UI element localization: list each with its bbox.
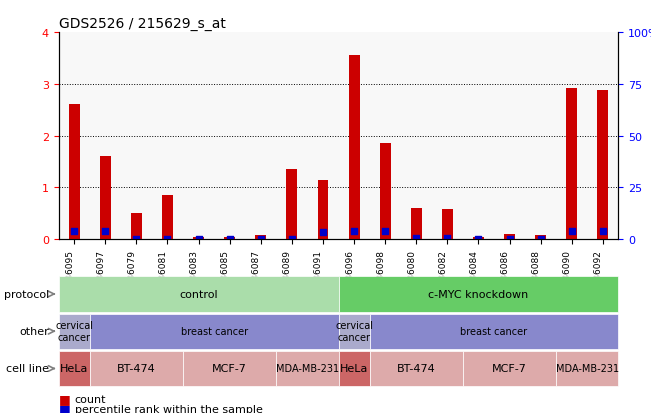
Bar — [245, 33, 276, 240]
Text: MCF-7: MCF-7 — [492, 363, 527, 374]
Text: other: other — [19, 326, 49, 337]
Text: count: count — [75, 394, 106, 404]
Bar — [598, 91, 608, 240]
Bar — [432, 33, 463, 240]
Text: BT-474: BT-474 — [397, 363, 436, 374]
Point — [442, 235, 452, 242]
Bar — [535, 235, 546, 240]
Text: cervical
cancer: cervical cancer — [335, 320, 373, 342]
Bar — [90, 33, 121, 240]
Bar — [401, 33, 432, 240]
Bar — [556, 33, 587, 240]
Point — [411, 235, 421, 242]
Bar — [183, 33, 214, 240]
Bar — [318, 180, 328, 240]
Bar — [349, 56, 359, 240]
Bar — [307, 33, 339, 240]
Text: breast cancer: breast cancer — [180, 326, 247, 337]
Bar — [255, 235, 266, 240]
Bar — [587, 33, 618, 240]
Point — [256, 236, 266, 243]
Bar — [339, 33, 370, 240]
Bar — [463, 33, 494, 240]
Point — [286, 236, 297, 243]
Point — [225, 236, 235, 243]
Text: control: control — [179, 289, 218, 299]
Bar — [121, 33, 152, 240]
Bar — [131, 214, 142, 240]
Point — [318, 229, 328, 236]
Text: percentile rank within the sample: percentile rank within the sample — [75, 404, 263, 413]
Point — [69, 228, 79, 235]
Text: GDS2526 / 215629_s_at: GDS2526 / 215629_s_at — [59, 17, 225, 31]
Text: cell line: cell line — [6, 363, 49, 374]
Bar — [162, 196, 173, 240]
Point — [193, 236, 204, 243]
Point — [162, 236, 173, 243]
Text: protocol: protocol — [3, 289, 49, 299]
Text: HeLa: HeLa — [340, 363, 368, 374]
Text: MCF-7: MCF-7 — [212, 363, 247, 374]
Point — [505, 236, 515, 243]
Bar — [473, 237, 484, 240]
Bar — [286, 170, 298, 240]
Bar — [370, 33, 401, 240]
Bar — [494, 33, 525, 240]
Point — [349, 228, 359, 235]
Bar — [193, 237, 204, 240]
Point — [566, 228, 577, 235]
Bar — [276, 33, 307, 240]
Point — [598, 228, 608, 235]
Text: ■: ■ — [59, 402, 70, 413]
Point — [473, 236, 484, 243]
Bar — [380, 144, 391, 240]
Bar — [100, 157, 111, 240]
Text: MDA-MB-231: MDA-MB-231 — [556, 363, 619, 374]
Bar — [442, 210, 453, 240]
Text: cervical
cancer: cervical cancer — [55, 320, 93, 342]
Text: c-MYC knockdown: c-MYC knockdown — [428, 289, 529, 299]
Bar — [224, 237, 235, 240]
Bar — [411, 209, 422, 240]
Bar — [152, 33, 183, 240]
Bar — [525, 33, 556, 240]
Point — [380, 228, 391, 235]
Point — [131, 236, 141, 242]
Text: ■: ■ — [59, 392, 70, 405]
Bar — [69, 104, 79, 240]
Point — [100, 228, 111, 235]
Bar — [566, 89, 577, 240]
Text: HeLa: HeLa — [60, 363, 89, 374]
Bar — [214, 33, 245, 240]
Text: BT-474: BT-474 — [117, 363, 156, 374]
Text: MDA-MB-231: MDA-MB-231 — [276, 363, 339, 374]
Point — [536, 236, 546, 243]
Bar — [59, 33, 90, 240]
Text: breast cancer: breast cancer — [460, 326, 527, 337]
Bar — [504, 235, 515, 240]
